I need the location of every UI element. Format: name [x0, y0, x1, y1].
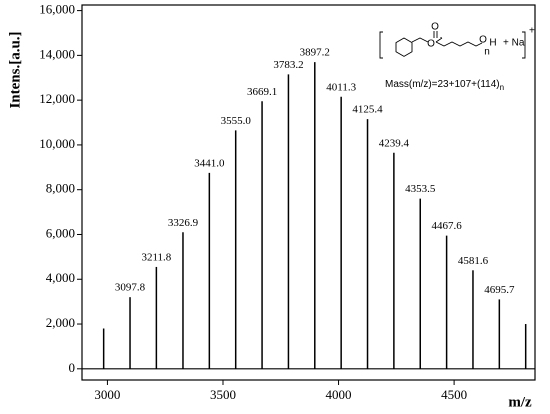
x-tick-label: 4500: [441, 387, 467, 402]
y-tick-label: 14,000: [39, 46, 75, 61]
plot-frame: [81, 4, 536, 381]
peak-label: 3555.0: [221, 115, 252, 127]
formula: Mass(m/z)=23+107+(114)n: [385, 79, 504, 92]
peak-label: 4467.6: [431, 220, 462, 232]
peak-label: 3441.0: [194, 157, 225, 169]
y-axis-label: Intens.[a.u.]: [7, 31, 23, 108]
cation-label: + Na: [503, 38, 525, 49]
y-tick-label: 0: [69, 360, 76, 375]
peak-label: 4353.5: [405, 183, 436, 195]
peak-label: 4011.3: [326, 81, 356, 93]
repeat-label: n: [484, 47, 490, 58]
atom-label: O: [427, 39, 435, 50]
y-tick-label: 12,000: [39, 91, 75, 106]
x-tick-label: 3000: [94, 387, 120, 402]
peak-label: 3326.9: [168, 217, 199, 229]
x-axis-label: m/z: [508, 394, 532, 410]
y-tick-label: 2,000: [46, 315, 75, 330]
peak-label: 4239.4: [379, 137, 410, 149]
charge-label: +: [529, 26, 535, 37]
peak-label: 4125.4: [352, 104, 383, 116]
benzene-ring: [395, 37, 413, 57]
y-tick-label: 16,000: [39, 2, 75, 17]
formula-text: Mass(m/z)=23+107+(114): [385, 79, 500, 90]
formula-subscript: n: [500, 83, 504, 92]
peak-label: 4581.6: [458, 255, 489, 267]
chain: [411, 37, 483, 47]
y-tick-label: 6,000: [46, 225, 75, 240]
atom-label: O: [479, 35, 487, 46]
carbonyl: [433, 31, 438, 38]
peak-label: 3897.2: [300, 47, 330, 59]
structure-inset: [379, 31, 526, 59]
y-tick-label: 4,000: [46, 270, 75, 285]
peak-label: 3211.8: [141, 251, 171, 263]
peak-label: 3669.1: [247, 86, 277, 98]
peak-label: 3783.2: [273, 59, 303, 71]
peak-label: 4695.7: [484, 284, 515, 296]
atom-label: O: [431, 22, 439, 33]
x-tick-label: 4000: [326, 387, 352, 402]
peak-label: 3097.8: [115, 282, 146, 294]
y-tick-label: 10,000: [39, 136, 75, 151]
y-tick-label: 8,000: [46, 181, 75, 196]
bracket: [379, 31, 526, 59]
x-tick-label: 3500: [210, 387, 236, 402]
atom-label: H: [489, 38, 496, 49]
